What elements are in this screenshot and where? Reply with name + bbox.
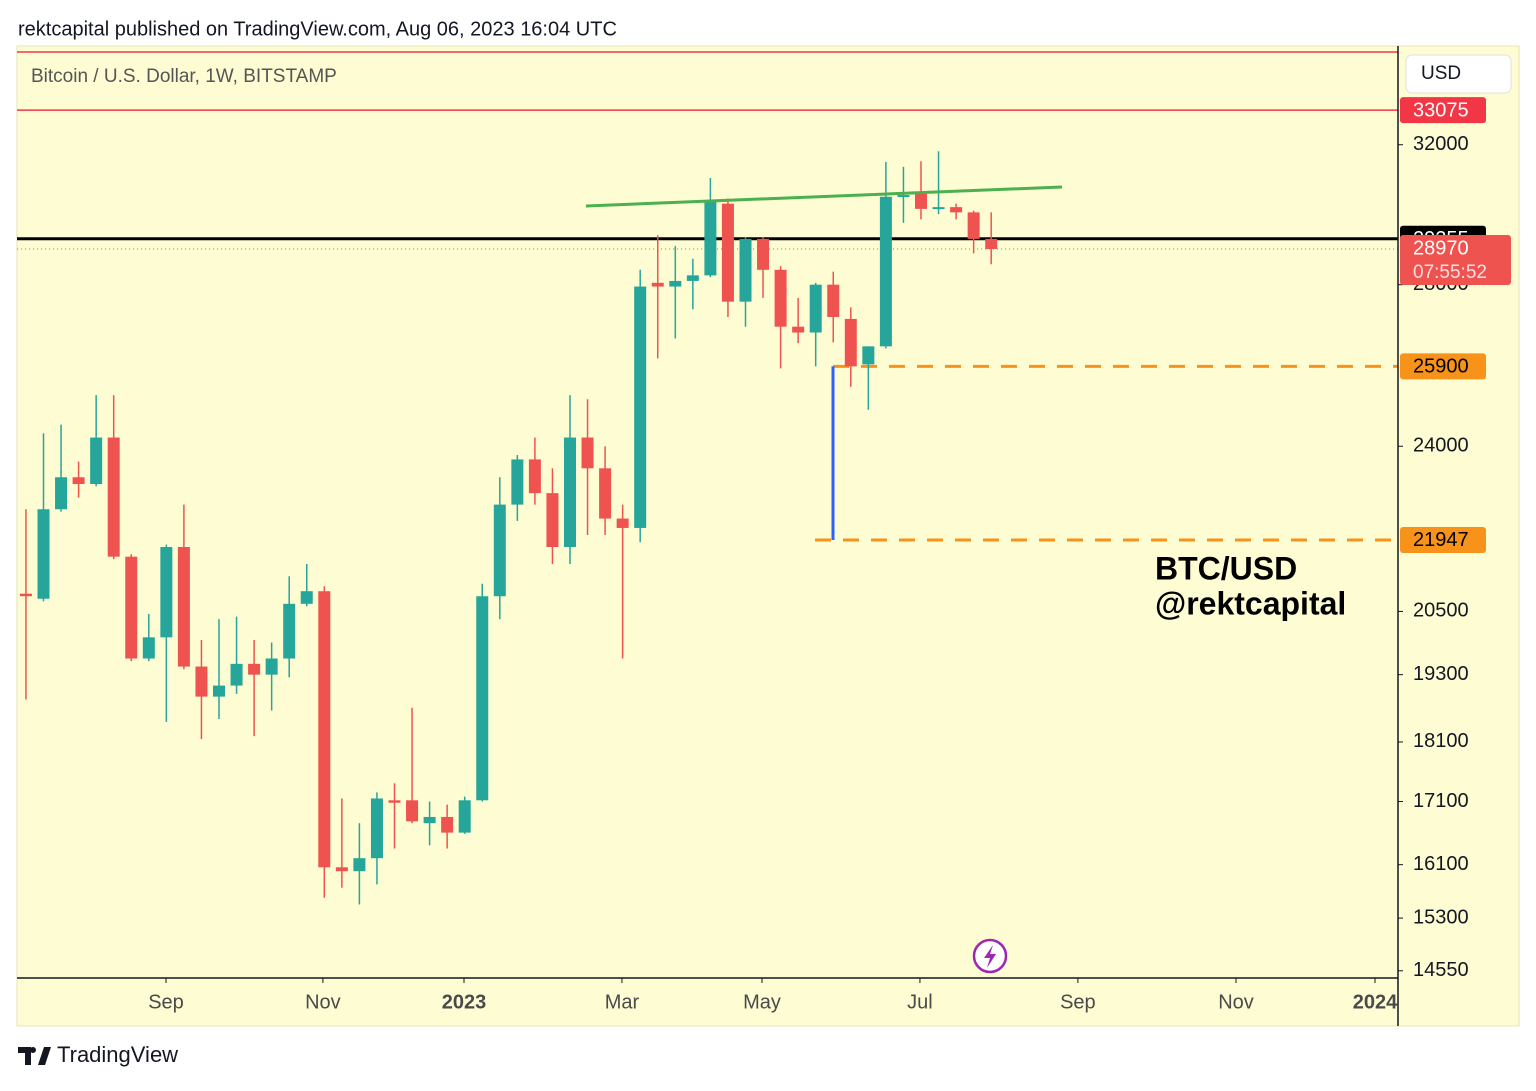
candle-body	[932, 207, 945, 210]
price-badge-label: 21947	[1413, 529, 1469, 551]
candle-body	[458, 800, 471, 833]
candle-body	[265, 658, 278, 675]
candle-body	[388, 800, 401, 803]
candle-body	[967, 212, 980, 239]
candle-body	[721, 203, 734, 302]
x-tick-label: 2023	[442, 991, 487, 1013]
candle-body	[651, 282, 664, 287]
candle-body	[370, 798, 383, 859]
candle-body	[335, 867, 348, 872]
y-tick-label: 14550	[1413, 959, 1469, 981]
candle-body	[142, 637, 155, 659]
currency-button[interactable]	[1405, 54, 1512, 94]
y-tick-label: 24000	[1413, 435, 1469, 457]
candle-body	[283, 603, 296, 659]
candle-body	[599, 468, 612, 519]
x-tick-label: Nov	[1218, 991, 1254, 1013]
y-tick-label: 32000	[1413, 133, 1469, 155]
currency-label: USD	[1421, 63, 1461, 84]
candle-body	[757, 238, 770, 270]
x-tick-label: Mar	[605, 991, 640, 1013]
candle-body	[862, 346, 875, 365]
candle-body	[195, 666, 208, 697]
price-badge-label: 33075	[1413, 99, 1469, 121]
candle-body	[160, 547, 173, 638]
candle-body	[914, 193, 927, 209]
publish-header: rektcapital published on TradingView.com…	[18, 18, 617, 40]
candle-body	[634, 286, 647, 528]
candle-body	[125, 556, 138, 659]
y-tick-label: 19300	[1413, 663, 1469, 685]
candle-body	[686, 275, 699, 281]
candle-body	[950, 207, 963, 213]
x-tick-label: Nov	[305, 991, 341, 1013]
candle-body	[511, 459, 524, 505]
price-badge	[1400, 353, 1486, 380]
candle-body	[563, 437, 576, 548]
candle-body	[546, 493, 559, 548]
price-badge	[1400, 97, 1486, 124]
last-price-label: 28970	[1413, 237, 1469, 259]
candle-body	[72, 477, 85, 485]
candle-body	[212, 685, 225, 697]
candle-body	[441, 816, 454, 833]
annotation: BTC/USD	[1155, 550, 1297, 586]
candle-body	[528, 459, 541, 494]
candle-body	[493, 504, 506, 597]
candle-body	[19, 593, 32, 597]
candle-body	[177, 547, 190, 667]
x-tick-label: Sep	[148, 991, 184, 1013]
candle-body	[844, 318, 857, 367]
candle-body	[669, 280, 682, 287]
candle-body	[300, 591, 313, 604]
time-axis: Sep Nov 2023 Mar May Jul Sep Nov 2024	[148, 978, 1398, 1013]
candle-body	[739, 238, 752, 302]
y-tick-label: 18100	[1413, 730, 1469, 752]
x-tick-label: May	[743, 991, 781, 1013]
candle-body	[406, 800, 419, 822]
candle-body	[809, 284, 822, 333]
candle-body	[704, 201, 717, 276]
candle-body	[827, 284, 840, 317]
lightning-icon	[972, 938, 1008, 974]
y-tick-label: 16100	[1413, 853, 1469, 875]
candle-body	[353, 858, 366, 872]
candle-body	[318, 591, 331, 868]
countdown-label: 07:55:52	[1413, 262, 1487, 283]
candle-body	[55, 477, 68, 510]
candle-body	[792, 326, 805, 333]
x-tick-label: 2024	[1353, 991, 1398, 1013]
price-badge	[1400, 526, 1486, 553]
annotation: @rektcapital	[1155, 585, 1346, 621]
chart-title: Bitcoin / U.S. Dollar, 1W, BITSTAMP	[31, 66, 337, 87]
candle-body	[581, 437, 594, 469]
candle-body	[90, 437, 103, 485]
footer-brand: TradingView	[57, 1042, 178, 1067]
chart-panel	[16, 45, 1520, 1027]
candle-body	[985, 238, 998, 249]
candle-body	[423, 816, 436, 824]
y-tick-label: 15300	[1413, 906, 1469, 928]
trend-line	[585, 185, 1063, 208]
tradingview-logo	[18, 1047, 51, 1065]
y-tick-label: 17100	[1413, 790, 1469, 812]
y-tick-label: 20500	[1413, 600, 1469, 622]
candle-body	[879, 196, 892, 347]
x-tick-label: Sep	[1060, 991, 1096, 1013]
x-tick-label: Jul	[907, 991, 933, 1013]
candle-body	[248, 663, 261, 675]
candle-body	[897, 195, 910, 198]
candle-body	[107, 437, 120, 557]
candle-body	[230, 663, 243, 686]
last-price-badge	[1400, 234, 1511, 285]
price-badge-label: 25900	[1413, 356, 1469, 378]
candle-body	[616, 518, 629, 528]
candle-body	[774, 269, 787, 327]
plot-area	[17, 109, 1398, 905]
candle-body	[37, 509, 50, 599]
candle-body	[476, 596, 489, 801]
